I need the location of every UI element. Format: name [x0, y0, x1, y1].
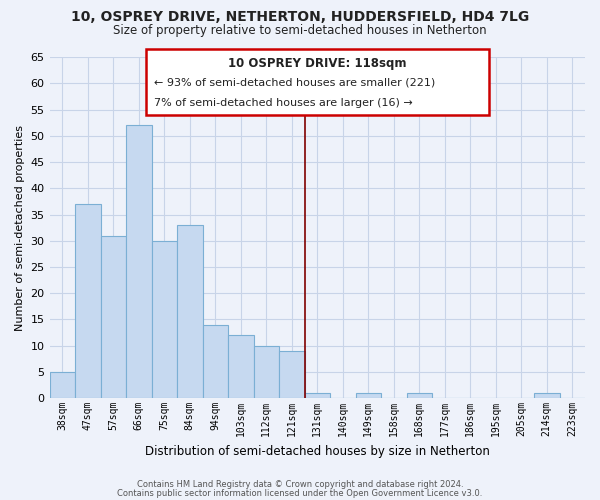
Bar — [305, 393, 330, 398]
Bar — [254, 346, 279, 398]
Bar — [101, 236, 126, 398]
Bar — [177, 225, 203, 398]
Bar — [152, 240, 177, 398]
Text: 10 OSPREY DRIVE: 118sqm: 10 OSPREY DRIVE: 118sqm — [228, 57, 407, 70]
Bar — [126, 126, 152, 398]
Bar — [279, 351, 305, 398]
Bar — [50, 372, 75, 398]
Bar — [203, 324, 228, 398]
Text: 10, OSPREY DRIVE, NETHERTON, HUDDERSFIELD, HD4 7LG: 10, OSPREY DRIVE, NETHERTON, HUDDERSFIEL… — [71, 10, 529, 24]
Text: Size of property relative to semi-detached houses in Netherton: Size of property relative to semi-detach… — [113, 24, 487, 37]
Text: Contains HM Land Registry data © Crown copyright and database right 2024.: Contains HM Land Registry data © Crown c… — [137, 480, 463, 489]
Bar — [75, 204, 101, 398]
X-axis label: Distribution of semi-detached houses by size in Netherton: Distribution of semi-detached houses by … — [145, 444, 490, 458]
Bar — [407, 393, 432, 398]
Text: 7% of semi-detached houses are larger (16) →: 7% of semi-detached houses are larger (1… — [154, 98, 413, 108]
Text: ← 93% of semi-detached houses are smaller (221): ← 93% of semi-detached houses are smalle… — [154, 78, 435, 88]
FancyBboxPatch shape — [146, 48, 488, 115]
Bar — [228, 335, 254, 398]
Bar — [356, 393, 381, 398]
Bar — [534, 393, 560, 398]
Text: Contains public sector information licensed under the Open Government Licence v3: Contains public sector information licen… — [118, 490, 482, 498]
Y-axis label: Number of semi-detached properties: Number of semi-detached properties — [15, 124, 25, 330]
